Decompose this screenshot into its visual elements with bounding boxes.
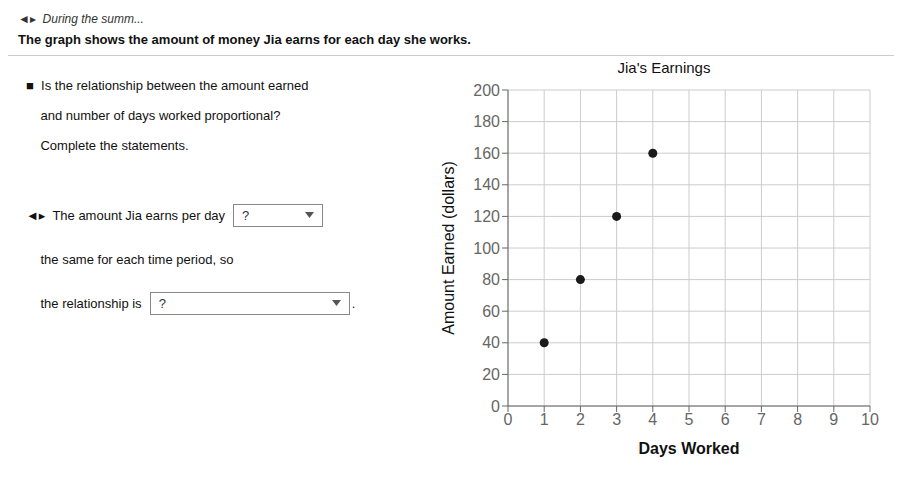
html-text:◄▸ During the summ...: ◄▸ During the summ... <box>18 12 144 26</box>
svg-text:4: 4 <box>648 411 657 428</box>
html-text:Jia's Earnings: Jia's Earnings <box>617 59 711 76</box>
svg-text:7: 7 <box>757 411 766 428</box>
svg-text:140: 140 <box>473 176 500 193</box>
svg-text:Amount Earned (dollars): Amount Earned (dollars) <box>440 161 457 334</box>
svg-text:120: 120 <box>473 208 500 225</box>
svg-text:40: 40 <box>482 334 500 351</box>
svg-text:0: 0 <box>504 411 513 428</box>
svg-text:Days Worked: Days Worked <box>638 440 739 457</box>
svg-text:80: 80 <box>482 271 500 288</box>
html-text:The graph shows the amount of: The graph shows the amount of money Jia … <box>18 32 471 47</box>
html-text:Complete the statements.: Complete the statements. <box>26 137 189 153</box>
svg-text:20: 20 <box>482 366 500 383</box>
html-text:and number of days worked prop: and number of days worked proportional? <box>26 107 281 123</box>
svg-text:10: 10 <box>861 411 879 428</box>
html-text:■ Is the relationship between: ■ Is the relationship between the amount… <box>26 77 309 93</box>
svg-text:5: 5 <box>685 411 694 428</box>
svg-text:8: 8 <box>793 411 802 428</box>
svg-text:180: 180 <box>473 113 500 130</box>
svg-text:1: 1 <box>540 411 549 428</box>
svg-text:60: 60 <box>482 303 500 320</box>
svg-text:6: 6 <box>721 411 730 428</box>
svg-text:0: 0 <box>491 398 500 415</box>
svg-text:9: 9 <box>829 411 838 428</box>
svg-text:200: 200 <box>473 82 500 99</box>
html-text:the same for each time period,: the same for each time period, so <box>26 251 234 267</box>
svg-text:100: 100 <box>473 240 500 257</box>
html-text:the relationship is: the relationship is <box>26 295 142 311</box>
svg-text:3: 3 <box>612 411 621 428</box>
svg-text:2: 2 <box>576 411 585 428</box>
svg-text:160: 160 <box>473 145 500 162</box>
html-text:◄▸ The amount Jia earns per da: ◄▸ The amount Jia earns per day <box>26 207 226 223</box>
